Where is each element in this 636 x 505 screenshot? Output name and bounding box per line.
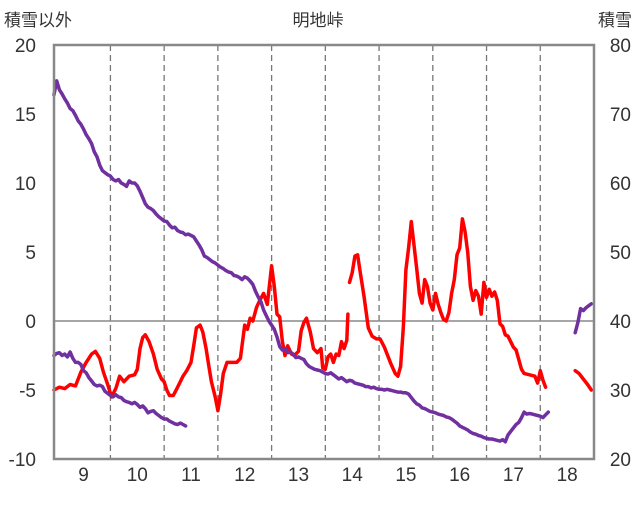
- right-tick-label-6: 80: [610, 36, 631, 57]
- series-1-line-2: [573, 302, 594, 335]
- series-0-line-0: [52, 264, 350, 413]
- x-tick-label-5: 14: [342, 465, 364, 486]
- right-tick-label-5: 70: [610, 105, 631, 126]
- left-tick-label-2: 0: [25, 312, 36, 333]
- x-tick-label-1: 10: [127, 465, 148, 486]
- x-tick-label-2: 11: [181, 465, 201, 486]
- left-tick-label-0: -10: [9, 450, 36, 471]
- series-1-line-0: [52, 350, 188, 428]
- left-tick-label-3: 5: [25, 243, 36, 264]
- x-tick-label-9: 18: [557, 465, 578, 486]
- x-tick-label-7: 16: [449, 465, 470, 486]
- plot-frame: [52, 43, 596, 461]
- x-tick-label-8: 17: [503, 465, 524, 486]
- right-tick-label-2: 40: [610, 312, 631, 333]
- left-axis-label: 積雪以外: [4, 11, 72, 31]
- right-tick-label-3: 50: [610, 243, 631, 264]
- x-tick-label-6: 15: [395, 465, 416, 486]
- left-tick-label-4: 10: [15, 174, 36, 195]
- series-0-line-2: [573, 368, 594, 392]
- left-tick-label-1: -5: [19, 381, 36, 402]
- right-tick-label-0: 20: [610, 450, 631, 471]
- x-tick-label-0: 9: [78, 465, 89, 486]
- right-tick-label-4: 60: [610, 174, 631, 195]
- right-axis-label: 積雪: [598, 11, 632, 31]
- x-tick-label-3: 12: [234, 465, 255, 486]
- chart-title: 明地峠: [292, 11, 344, 31]
- left-tick-label-5: 15: [15, 105, 36, 126]
- series-1-line-1: [52, 79, 551, 444]
- left-tick-label-6: 20: [15, 36, 36, 57]
- series-0-line-1: [347, 217, 548, 389]
- x-tick-label-4: 13: [288, 465, 309, 486]
- right-tick-label-1: 30: [610, 381, 631, 402]
